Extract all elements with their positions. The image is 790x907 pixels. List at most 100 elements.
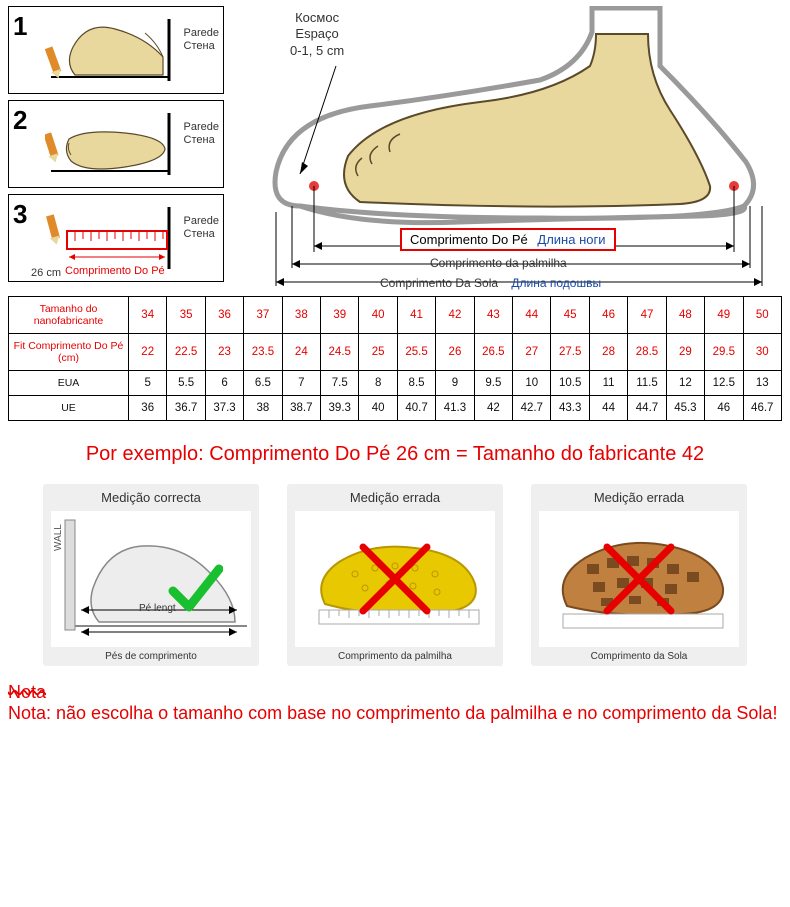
wall-ru: Стена bbox=[184, 40, 215, 52]
cell: 40 bbox=[359, 297, 397, 334]
cell: 36 bbox=[205, 297, 243, 334]
insole-illustration bbox=[295, 514, 495, 644]
cell: 42 bbox=[474, 396, 512, 421]
cell: 39 bbox=[321, 297, 359, 334]
insole-label: Comprimento da palmilha bbox=[430, 256, 567, 270]
cell: 8.5 bbox=[397, 371, 435, 396]
table-row: Tamanho do nanofabricante343536373839404… bbox=[9, 297, 782, 334]
cell: 46 bbox=[589, 297, 627, 334]
foot-length-label-box: Comprimento Do Pé Длина ноги bbox=[400, 228, 616, 251]
cell: 5.5 bbox=[167, 371, 205, 396]
steps-column: 1 Parede Стена 2 bbox=[8, 6, 224, 288]
cell: 36 bbox=[129, 396, 167, 421]
step-2-illustration bbox=[45, 107, 175, 181]
cell: 7.5 bbox=[321, 371, 359, 396]
measure-body-correct: WALL Pé lengt bbox=[51, 511, 251, 647]
row-header: EUA bbox=[9, 371, 129, 396]
wall-pt: Parede bbox=[184, 27, 219, 39]
cell: 48 bbox=[666, 297, 704, 334]
cell: 27.5 bbox=[551, 334, 589, 371]
cell: 44 bbox=[513, 297, 551, 334]
example-text: Por exemplo: Comprimento Do Pé 26 cm = T… bbox=[8, 443, 782, 466]
cell: 6 bbox=[205, 371, 243, 396]
cell: 9 bbox=[436, 371, 474, 396]
cell: 5 bbox=[129, 371, 167, 396]
foot-len-ru: Длина ноги bbox=[537, 232, 605, 247]
measure-caption: Pés de comprimento bbox=[51, 651, 251, 662]
cell: 40 bbox=[359, 396, 397, 421]
sole-label: Comprimento Da Sola Длина подошвы bbox=[380, 276, 601, 290]
cell: 44.7 bbox=[628, 396, 666, 421]
nota-wrap: Nota Nota: não escolha o tamanho com bas… bbox=[8, 682, 782, 724]
cell: 23 bbox=[205, 334, 243, 371]
measure-panel-wrong-sole: Medição errada bbox=[531, 484, 747, 666]
cell: 9.5 bbox=[474, 371, 512, 396]
measurement-row: Medição correcta WALL Pé lengt bbox=[8, 484, 782, 666]
cell: 49 bbox=[705, 297, 743, 334]
cell: 11.5 bbox=[628, 371, 666, 396]
sole-pt: Comprimento Da Sola bbox=[380, 276, 498, 290]
cell: 44 bbox=[589, 396, 627, 421]
measure-body-sole bbox=[539, 511, 739, 647]
step-1-box: 1 Parede Стена bbox=[8, 6, 224, 94]
cell: 36.7 bbox=[167, 396, 205, 421]
cell: 41.3 bbox=[436, 396, 474, 421]
cell: 25 bbox=[359, 334, 397, 371]
step-3-number: 3 bbox=[13, 199, 27, 230]
step-3-caption: Comprimento Do Pé bbox=[65, 265, 165, 277]
cell: 29 bbox=[666, 334, 704, 371]
measure-title: Medição errada bbox=[295, 490, 495, 505]
cell: 23.5 bbox=[244, 334, 282, 371]
cell: 6.5 bbox=[244, 371, 282, 396]
step-1-wall-label: Parede Стена bbox=[184, 27, 219, 53]
cell: 38 bbox=[282, 297, 320, 334]
cell: 37.3 bbox=[205, 396, 243, 421]
cell: 25.5 bbox=[397, 334, 435, 371]
cell: 43.3 bbox=[551, 396, 589, 421]
cell: 22.5 bbox=[167, 334, 205, 371]
pe-lengt-label: Pé lengt bbox=[139, 603, 176, 614]
cell: 43 bbox=[474, 297, 512, 334]
step-1-illustration bbox=[45, 13, 175, 87]
measure-title: Medição errada bbox=[539, 490, 739, 505]
measure-panel-correct: Medição correcta WALL Pé lengt bbox=[43, 484, 259, 666]
cell: 39.3 bbox=[321, 396, 359, 421]
cell: 46.7 bbox=[743, 396, 782, 421]
wall-ru: Стена bbox=[184, 228, 215, 240]
correct-illustration bbox=[51, 514, 251, 644]
cell: 10.5 bbox=[551, 371, 589, 396]
root: 1 Parede Стена 2 bbox=[0, 0, 790, 744]
wall-pt: Parede bbox=[184, 121, 219, 133]
wall-label: WALL bbox=[53, 524, 64, 551]
step-1-number: 1 bbox=[13, 11, 27, 42]
step-2-number: 2 bbox=[13, 105, 27, 136]
sole-illustration bbox=[539, 514, 739, 644]
nota-text: Nota: não escolha o tamanho com base no … bbox=[8, 703, 777, 723]
nota-struck: Nota bbox=[8, 682, 46, 703]
cell: 12 bbox=[666, 371, 704, 396]
foot-len-pt: Comprimento Do Pé bbox=[410, 232, 528, 247]
cell: 45 bbox=[551, 297, 589, 334]
step-2-wall-label: Parede Стена bbox=[184, 121, 219, 147]
measure-caption: Comprimento da palmilha bbox=[295, 651, 495, 662]
cell: 38.7 bbox=[282, 396, 320, 421]
step-3-illustration bbox=[45, 201, 175, 275]
cell: 40.7 bbox=[397, 396, 435, 421]
cell: 28.5 bbox=[628, 334, 666, 371]
cell: 45.3 bbox=[666, 396, 704, 421]
sole-ru: Длина подошвы bbox=[511, 276, 601, 290]
row-header: Fit Comprimento Do Pé (cm) bbox=[9, 334, 129, 371]
cell: 27 bbox=[513, 334, 551, 371]
big-diagram: Космос Espaço 0-1, 5 cm bbox=[230, 6, 782, 290]
measure-body-insole bbox=[295, 511, 495, 647]
cell: 30 bbox=[743, 334, 782, 371]
cell: 38 bbox=[244, 396, 282, 421]
cell: 46 bbox=[705, 396, 743, 421]
table-row: UE3636.737.33838.739.34040.741.34242.743… bbox=[9, 396, 782, 421]
step-3-box: 3 Parede Стена bbox=[8, 194, 224, 282]
cell: 35 bbox=[167, 297, 205, 334]
cell: 24 bbox=[282, 334, 320, 371]
row-header: Tamanho do nanofabricante bbox=[9, 297, 129, 334]
cell: 10 bbox=[513, 371, 551, 396]
top-section: 1 Parede Стена 2 bbox=[8, 6, 782, 290]
